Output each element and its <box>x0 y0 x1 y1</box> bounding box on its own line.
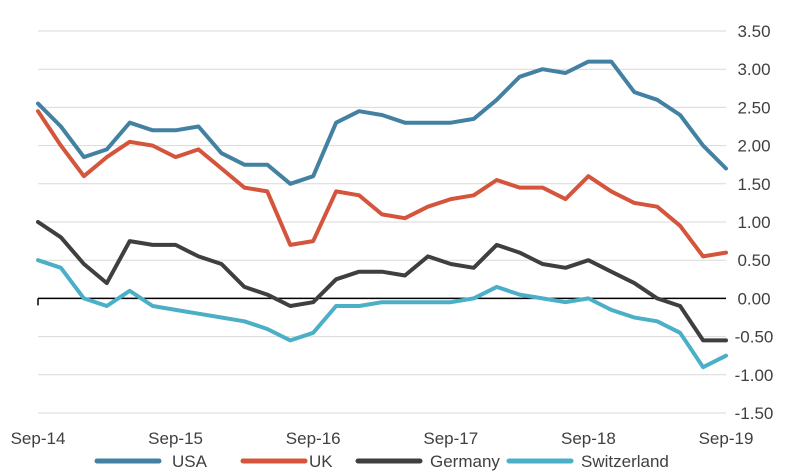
legend-label-germany: Germany <box>430 452 500 471</box>
y-tick-label: 3.00 <box>737 60 770 79</box>
y-tick-label: 2.00 <box>737 137 770 156</box>
y-tick-label: 2.50 <box>737 98 770 117</box>
y-tick-label: -0.50 <box>735 328 774 347</box>
x-tick-label: Sep-16 <box>286 429 341 448</box>
legend: USA UK Germany Switzerland <box>94 452 669 471</box>
series-line-germany <box>36 220 728 343</box>
x-tick-label: Sep-17 <box>423 429 478 448</box>
legend-label-usa: USA <box>172 452 208 471</box>
y-tick-label: -1.00 <box>735 366 774 385</box>
x-axis-tick-labels: Sep-14 Sep-15 Sep-16 Sep-17 Sep-18 Sep-19 <box>11 429 754 448</box>
y-tick-label: 1.00 <box>737 213 770 232</box>
series-line-uk <box>36 109 728 259</box>
x-tick-label: Sep-19 <box>699 429 754 448</box>
series-line-switzerland <box>36 258 728 370</box>
series-lines <box>36 59 728 370</box>
y-tick-label: 3.50 <box>737 22 770 41</box>
legend-label-uk: UK <box>309 452 333 471</box>
y-tick-label: 0.00 <box>737 289 770 308</box>
y-tick-label: 1.50 <box>737 175 770 194</box>
x-tick-label: Sep-18 <box>561 429 616 448</box>
y-tick-label: -1.50 <box>735 404 774 423</box>
zero-axis <box>37 297 726 306</box>
x-tick-label: Sep-15 <box>148 429 203 448</box>
y-tick-label: 0.50 <box>737 251 770 270</box>
legend-label-switzerland: Switzerland <box>581 452 669 471</box>
x-tick-label: Sep-14 <box>11 429 66 448</box>
series-line-usa <box>36 59 728 186</box>
gridlines <box>38 30 726 414</box>
y-axis-tick-labels: 3.50 3.00 2.50 2.00 1.50 1.00 0.50 0.00 -0.50 -1.… <box>735 22 774 423</box>
